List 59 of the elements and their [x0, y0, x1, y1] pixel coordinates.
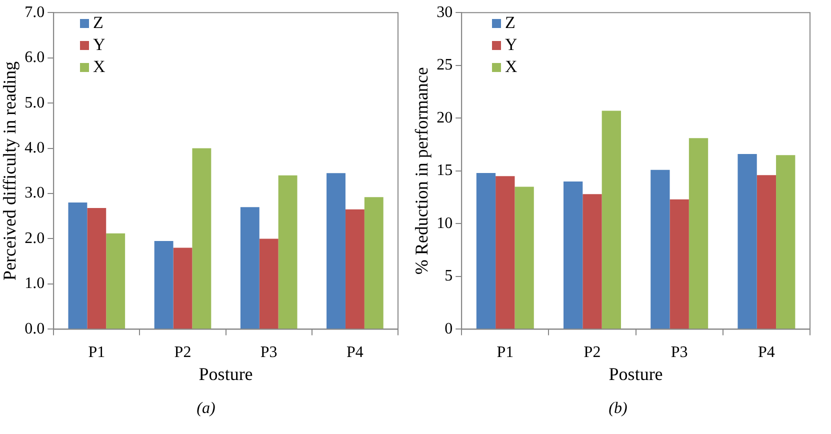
x-tick-label: P1	[496, 344, 514, 362]
bar	[582, 194, 602, 329]
legend-label: Y	[93, 35, 106, 55]
x-tick-label: P2	[174, 344, 192, 362]
y-tick-label: 25	[436, 56, 453, 74]
y-axis-title: Perceived difficulty in reading	[0, 61, 20, 280]
y-tick-label: 4.0	[24, 139, 45, 156]
y-tick-label: 5	[444, 268, 453, 285]
bar	[278, 175, 298, 329]
legend-label: X	[505, 57, 518, 77]
y-tick-label: 7.0	[24, 4, 45, 21]
bar	[345, 209, 364, 329]
y-tick-label: 20	[436, 109, 453, 126]
bar	[776, 155, 796, 329]
bar	[738, 154, 757, 329]
text: (a)	[196, 400, 216, 418]
bar	[670, 199, 689, 329]
x-tick-label: P1	[88, 344, 106, 362]
legend-label: Z	[93, 13, 104, 33]
y-tick-label: 0.0	[24, 320, 45, 338]
bar	[756, 175, 776, 329]
y-tick-label: 0	[444, 320, 453, 338]
x-tick-label: P4	[758, 344, 775, 362]
x-tick-label: P4	[346, 344, 364, 362]
y-tick-label: 1.0	[24, 275, 45, 292]
bar	[68, 202, 88, 329]
y-tick-label: 2.0	[24, 230, 45, 247]
bar	[87, 208, 106, 329]
x-tick-label: P2	[584, 344, 601, 362]
bar	[514, 186, 534, 329]
y-tick-label: 6.0	[24, 49, 45, 66]
bar	[192, 148, 212, 329]
bar	[496, 176, 515, 329]
y-tick-label: 10	[436, 214, 453, 232]
bar	[650, 170, 670, 329]
bar	[602, 110, 621, 329]
legend-label: Z	[505, 13, 516, 33]
y-tick-label: 30	[436, 4, 453, 21]
x-axis-title: Posture	[198, 364, 253, 384]
bar	[173, 248, 192, 329]
bar	[326, 173, 346, 329]
bar	[476, 173, 496, 329]
bar	[240, 207, 260, 329]
y-tick-label: 3.0	[24, 184, 45, 202]
bar	[564, 181, 583, 329]
x-tick-label: P3	[260, 344, 278, 362]
bar	[364, 197, 384, 329]
legend-label: Y	[505, 35, 518, 55]
legend-label: X	[93, 57, 106, 77]
bar	[154, 241, 174, 329]
y-axis-title: % Reduction in performance	[412, 67, 432, 275]
y-tick-label: 15	[436, 162, 453, 180]
x-tick-label: P3	[670, 344, 688, 362]
y-tick-label: 5.0	[24, 94, 45, 112]
text: (b)	[608, 400, 628, 418]
x-axis-title: Posture	[608, 364, 663, 384]
bar	[259, 238, 278, 329]
bar	[106, 233, 126, 329]
bar	[688, 138, 708, 329]
